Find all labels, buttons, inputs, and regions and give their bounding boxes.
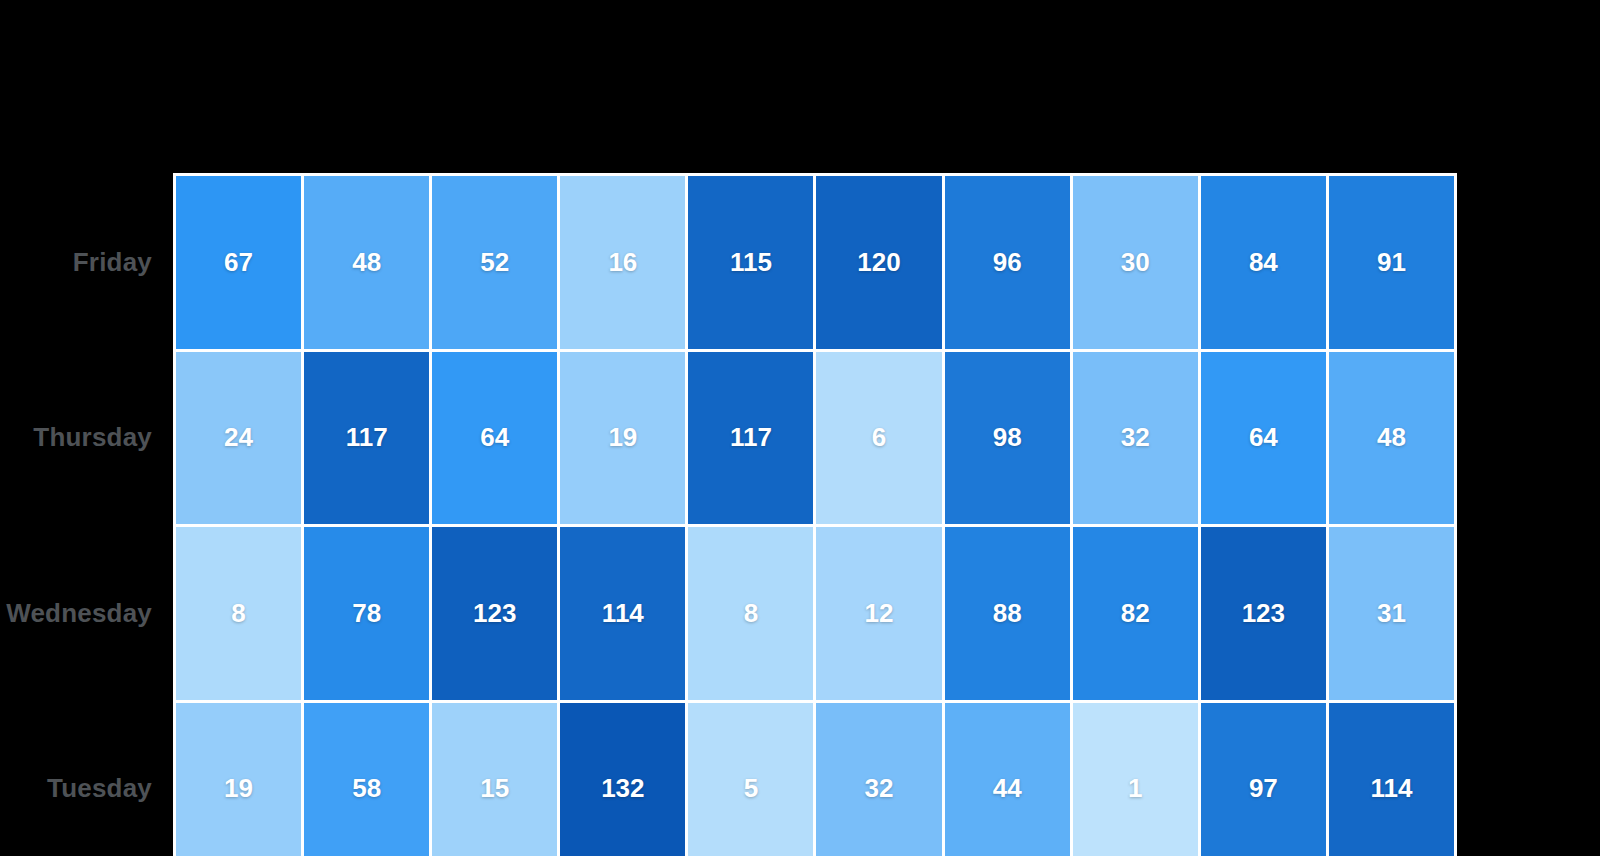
heatmap-cell[interactable]: 98 [945, 352, 1070, 525]
heatmap-cell-value: 64 [1249, 422, 1278, 453]
heatmap-cell-value: 5 [744, 773, 758, 804]
heatmap-cell-value: 58 [352, 773, 381, 804]
heatmap-cell-value: 84 [1249, 247, 1278, 278]
heatmap-cell[interactable]: 44 [945, 703, 1070, 856]
heatmap-cell[interactable]: 31 [1329, 527, 1454, 700]
heatmap-cell-value: 32 [865, 773, 894, 804]
heatmap-cell-value: 64 [480, 422, 509, 453]
heatmap-cell[interactable]: 32 [1073, 352, 1198, 525]
heatmap-cell-value: 19 [224, 773, 253, 804]
y-axis-label-wednesday: Wednesday [0, 527, 152, 700]
heatmap-cell[interactable]: 15 [432, 703, 557, 856]
y-axis-label-thursday: Thursday [0, 352, 152, 525]
heatmap-cell-value: 88 [993, 598, 1022, 629]
heatmap-cell-value: 48 [352, 247, 381, 278]
heatmap-cell-value: 32 [1121, 422, 1150, 453]
heatmap-cell-value: 52 [480, 247, 509, 278]
heatmap-cell-value: 31 [1377, 598, 1406, 629]
heatmap-cell[interactable]: 91 [1329, 176, 1454, 349]
heatmap-cell[interactable]: 117 [688, 352, 813, 525]
y-axis-label-tuesday: Tuesday [0, 703, 152, 856]
heatmap-cell[interactable]: 123 [432, 527, 557, 700]
heatmap-cell-value: 91 [1377, 247, 1406, 278]
heatmap-cell[interactable]: 58 [304, 703, 429, 856]
heatmap-cell-value: 8 [744, 598, 758, 629]
heatmap-cell[interactable]: 52 [432, 176, 557, 349]
heatmap-cell[interactable]: 6 [816, 352, 941, 525]
heatmap-cell-value: 115 [730, 247, 772, 278]
heatmap-cell-value: 44 [993, 773, 1022, 804]
heatmap-cell-value: 132 [601, 773, 644, 804]
heatmap-cell-value: 24 [224, 422, 253, 453]
heatmap-cell-value: 114 [602, 598, 644, 629]
heatmap-cell-value: 6 [872, 422, 886, 453]
heatmap-cell-value: 30 [1121, 247, 1150, 278]
heatmap-cell[interactable]: 24 [176, 352, 301, 525]
y-axis-label-friday: Friday [0, 176, 152, 349]
heatmap-cell-value: 96 [993, 247, 1022, 278]
heatmap-cell[interactable]: 115 [688, 176, 813, 349]
heatmap-cell[interactable]: 64 [432, 352, 557, 525]
heatmap-cell[interactable]: 48 [1329, 352, 1454, 525]
heatmap-cell-value: 15 [480, 773, 509, 804]
heatmap-cell[interactable]: 78 [304, 527, 429, 700]
heatmap-cell-value: 97 [1249, 773, 1278, 804]
heatmap-cell[interactable]: 88 [945, 527, 1070, 700]
heatmap-cell[interactable]: 114 [560, 527, 685, 700]
heatmap-cell-value: 8 [231, 598, 245, 629]
heatmap-cell-value: 82 [1121, 598, 1150, 629]
heatmap-cell[interactable]: 114 [1329, 703, 1454, 856]
heatmap-cell[interactable]: 82 [1073, 527, 1198, 700]
heatmap-cell-value: 19 [608, 422, 637, 453]
heatmap-cell[interactable]: 32 [816, 703, 941, 856]
heatmap-cell[interactable]: 1 [1073, 703, 1198, 856]
heatmap-cell[interactable]: 5 [688, 703, 813, 856]
heatmap-cell[interactable]: 96 [945, 176, 1070, 349]
heatmap-grid: 6748521611512096308491241176419117698326… [173, 173, 1457, 856]
heatmap-chart: FridayThursdayWednesdayTuesday 674852161… [0, 0, 1600, 856]
heatmap-cell-value: 98 [993, 422, 1022, 453]
heatmap-cell-value: 12 [865, 598, 894, 629]
heatmap-cell[interactable]: 123 [1201, 527, 1326, 700]
heatmap-cell-value: 114 [1370, 773, 1412, 804]
heatmap-cell-value: 48 [1377, 422, 1406, 453]
heatmap-cell-value: 123 [473, 598, 516, 629]
heatmap-cell[interactable]: 19 [176, 703, 301, 856]
heatmap-cell[interactable]: 19 [560, 352, 685, 525]
heatmap-cell[interactable]: 8 [176, 527, 301, 700]
heatmap-cell-value: 78 [352, 598, 381, 629]
heatmap-cell[interactable]: 16 [560, 176, 685, 349]
heatmap-cell[interactable]: 48 [304, 176, 429, 349]
heatmap-cell-value: 120 [857, 247, 900, 278]
heatmap-cell-value: 1 [1128, 773, 1142, 804]
heatmap-cell[interactable]: 12 [816, 527, 941, 700]
heatmap-cell-value: 117 [346, 422, 388, 453]
heatmap-cell-value: 67 [224, 247, 253, 278]
heatmap-cell-value: 117 [730, 422, 772, 453]
heatmap-cell-value: 123 [1242, 598, 1285, 629]
heatmap-cell[interactable]: 30 [1073, 176, 1198, 349]
heatmap-cell[interactable]: 97 [1201, 703, 1326, 856]
heatmap-cell[interactable]: 64 [1201, 352, 1326, 525]
heatmap-cell[interactable]: 8 [688, 527, 813, 700]
heatmap-cell-value: 16 [608, 247, 637, 278]
heatmap-cell[interactable]: 67 [176, 176, 301, 349]
heatmap-cell[interactable]: 132 [560, 703, 685, 856]
heatmap-cell[interactable]: 84 [1201, 176, 1326, 349]
heatmap-cell[interactable]: 120 [816, 176, 941, 349]
heatmap-cell[interactable]: 117 [304, 352, 429, 525]
